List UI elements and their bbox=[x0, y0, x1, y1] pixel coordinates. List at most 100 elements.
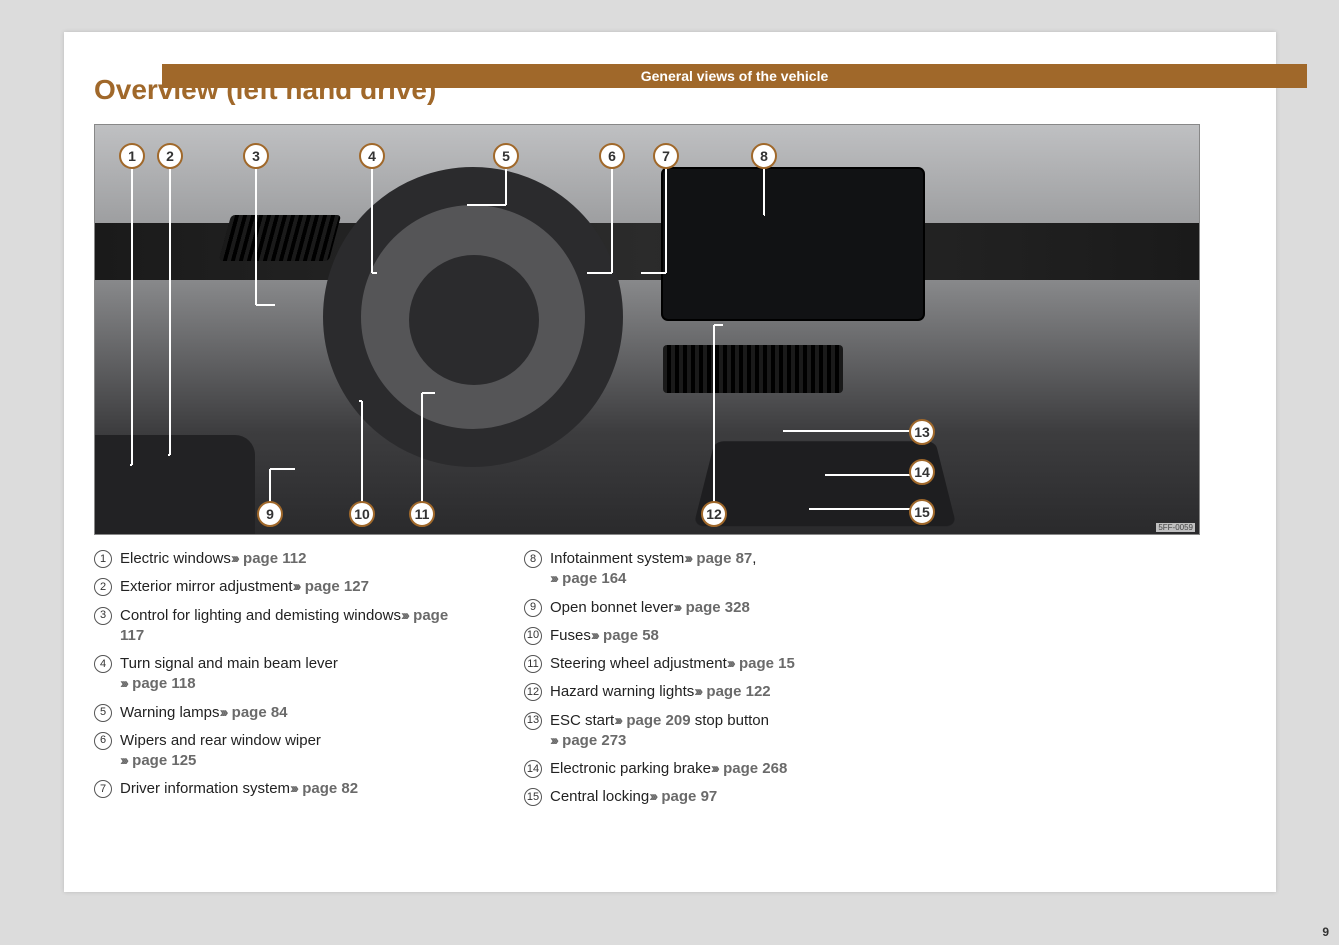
legend-columns: 1 Electric windows››› page 112 2Exterior m… bbox=[94, 549, 1246, 816]
page-reference[interactable]: page 82 bbox=[302, 780, 358, 797]
legend-column: 1 Electric windows››› page 112 2Exterior m… bbox=[94, 549, 474, 816]
page-reference[interactable]: page 87 bbox=[696, 550, 752, 567]
legend-text: Control for lighting and demisting windo… bbox=[120, 606, 474, 647]
page-reference[interactable]: page 268 bbox=[723, 760, 787, 777]
legend-number: 8 bbox=[524, 550, 542, 568]
legend-number: 7 bbox=[94, 780, 112, 798]
legend-text: ESC start››› page 209 stop button››› pag… bbox=[550, 711, 904, 752]
page-reference[interactable]: page 122 bbox=[706, 683, 770, 700]
callout-2: 2 bbox=[157, 143, 183, 169]
chevron-icon: ››› bbox=[684, 550, 690, 567]
legend-text: Open bonnet lever››› page 328 bbox=[550, 598, 904, 618]
callout-leader bbox=[764, 214, 765, 216]
legend-item-10: 10Fuses››› page 58 bbox=[524, 626, 904, 646]
section-header: General views of the vehicle bbox=[162, 64, 1307, 88]
legend-number: 4 bbox=[94, 655, 112, 673]
callout-leader bbox=[372, 272, 377, 274]
page-reference[interactable]: page 127 bbox=[305, 578, 369, 595]
chevron-icon: ››› bbox=[120, 675, 126, 692]
legend-number: 15 bbox=[524, 788, 542, 806]
callout-leader bbox=[825, 474, 922, 476]
page-reference[interactable]: page 118 bbox=[132, 675, 195, 692]
chevron-icon: ››› bbox=[649, 788, 655, 805]
legend-item-13: 13 ESC start››› page 209 stop button››› p… bbox=[524, 711, 904, 752]
legend-number: 3 bbox=[94, 607, 112, 625]
legend-item-5: 5Warning lamps››› page 84 bbox=[94, 703, 474, 723]
callout-leader bbox=[467, 204, 506, 206]
chevron-icon: ››› bbox=[219, 704, 225, 721]
page-reference[interactable]: page 125 bbox=[132, 752, 196, 769]
page-reference[interactable]: page 328 bbox=[686, 599, 750, 616]
legend-item-15: 15 Central locking››› page 97 bbox=[524, 787, 904, 807]
callout-leader bbox=[371, 156, 373, 273]
page-reference[interactable]: page 84 bbox=[232, 704, 288, 721]
legend-item-8: 8Infotainment system››› page 87,››› page… bbox=[524, 549, 904, 590]
callout-15: 15 bbox=[909, 499, 935, 525]
page-reference[interactable]: page 97 bbox=[661, 788, 717, 805]
callout-6: 6 bbox=[599, 143, 625, 169]
callout-1: 1 bbox=[119, 143, 145, 169]
legend-text: Hazard warning lights››› page 122 bbox=[550, 682, 904, 702]
chevron-icon: ››› bbox=[614, 712, 620, 729]
legend-text: Electric windows››› page 112 bbox=[120, 549, 474, 569]
legend-column: 8Infotainment system››› page 87,››› page… bbox=[524, 549, 904, 816]
callout-leader bbox=[665, 156, 667, 273]
callout-11: 11 bbox=[409, 501, 435, 527]
chevron-icon: ››› bbox=[550, 732, 556, 749]
chevron-icon: ››› bbox=[231, 550, 237, 567]
callout-leader bbox=[361, 401, 363, 514]
chevron-icon: ››› bbox=[727, 655, 733, 672]
page-reference[interactable]: page 15 bbox=[739, 655, 795, 672]
callout-leader bbox=[270, 468, 295, 470]
callout-leader bbox=[255, 156, 257, 305]
legend-number: 13 bbox=[524, 712, 542, 730]
steering-wheel-hub bbox=[409, 255, 539, 385]
page-reference[interactable]: page 209 bbox=[626, 712, 690, 729]
callout-leader bbox=[713, 325, 715, 514]
legend-number: 6 bbox=[94, 732, 112, 750]
chevron-icon: ››› bbox=[293, 578, 299, 595]
legend-item-12: 12Hazard warning lights››› page 122 bbox=[524, 682, 904, 702]
callout-8: 8 bbox=[751, 143, 777, 169]
callout-leader bbox=[422, 392, 435, 394]
chevron-icon: ››› bbox=[673, 599, 679, 616]
callout-7: 7 bbox=[653, 143, 679, 169]
legend-text: Fuses››› page 58 bbox=[550, 626, 904, 646]
callout-leader bbox=[587, 272, 612, 274]
callout-5: 5 bbox=[493, 143, 519, 169]
page-reference[interactable]: page 58 bbox=[603, 627, 659, 644]
legend-number: 1 bbox=[94, 550, 112, 568]
legend-number: 5 bbox=[94, 704, 112, 722]
page-card: General views of the vehicle Overview (l… bbox=[64, 32, 1276, 892]
legend-text: Central locking››› page 97 bbox=[550, 787, 904, 807]
callout-14: 14 bbox=[909, 459, 935, 485]
chevron-icon: ››› bbox=[550, 570, 556, 587]
chevron-icon: ››› bbox=[711, 760, 717, 777]
chevron-icon: ››› bbox=[694, 683, 700, 700]
callout-leader bbox=[611, 156, 613, 273]
legend-text: Wipers and rear window wiper››› page 125 bbox=[120, 731, 474, 772]
page-reference[interactable]: page 112 bbox=[243, 550, 306, 567]
callout-leader bbox=[169, 156, 171, 455]
legend-text: Steering wheel adjustment››› page 15 bbox=[550, 654, 904, 674]
page-number: 9 bbox=[1322, 925, 1329, 939]
callout-leader bbox=[809, 508, 922, 510]
legend-item-2: 2Exterior mirror adjustment››› page 127 bbox=[94, 577, 474, 597]
chevron-icon: ››› bbox=[591, 627, 597, 644]
legend-item-14: 14Electronic parking brake››› page 268 bbox=[524, 759, 904, 779]
legend-item-11: 11Steering wheel adjustment››› page 15 bbox=[524, 654, 904, 674]
legend-text: Driver information system››› page 82 bbox=[120, 779, 474, 799]
callout-10: 10 bbox=[349, 501, 375, 527]
callout-13: 13 bbox=[909, 419, 935, 445]
callout-leader bbox=[131, 156, 133, 465]
page-reference[interactable]: page 117 bbox=[120, 607, 448, 644]
callout-leader bbox=[168, 454, 170, 456]
callout-4: 4 bbox=[359, 143, 385, 169]
callout-leader bbox=[359, 400, 362, 402]
legend-item-1: 1 Electric windows››› page 112 bbox=[94, 549, 474, 569]
legend-text: Turn signal and main beam lever››› page … bbox=[120, 654, 474, 695]
page-reference[interactable]: page 164 bbox=[562, 570, 626, 587]
legend-number: 14 bbox=[524, 760, 542, 778]
callout-9: 9 bbox=[257, 501, 283, 527]
page-reference[interactable]: page 273 bbox=[562, 732, 626, 749]
